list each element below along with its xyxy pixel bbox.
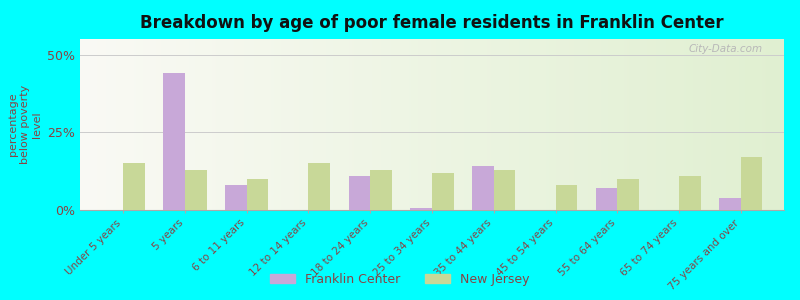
Bar — [410, 208, 432, 210]
Bar — [555, 185, 577, 210]
Bar — [123, 164, 145, 210]
Bar — [679, 176, 701, 210]
Bar — [741, 157, 762, 210]
Bar — [472, 167, 494, 210]
Title: Breakdown by age of poor female residents in Franklin Center: Breakdown by age of poor female resident… — [140, 14, 724, 32]
Bar — [246, 179, 268, 210]
Bar — [163, 73, 185, 210]
Bar — [596, 188, 618, 210]
Bar — [225, 185, 246, 210]
Bar — [432, 173, 454, 210]
Bar — [309, 164, 330, 210]
Legend: Franklin Center, New Jersey: Franklin Center, New Jersey — [265, 268, 535, 291]
Text: City-Data.com: City-Data.com — [689, 44, 763, 54]
Bar — [494, 169, 515, 210]
Bar — [349, 176, 370, 210]
Bar — [185, 169, 206, 210]
Bar — [370, 169, 392, 210]
Bar — [618, 179, 639, 210]
Bar — [719, 198, 741, 210]
Y-axis label: percentage
below poverty
level: percentage below poverty level — [8, 85, 42, 164]
